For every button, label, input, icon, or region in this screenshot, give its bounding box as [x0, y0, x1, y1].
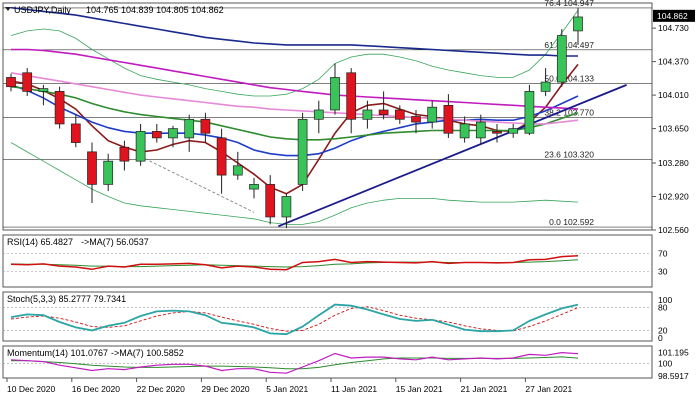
- fib-level-label: 0.0 102.592: [549, 217, 594, 227]
- bullish-candle: [475, 121, 486, 139]
- date-tick-label: 11 Jan 2021: [331, 384, 377, 394]
- momentum-ma-title: ->MA(7) 100.5852: [111, 348, 184, 358]
- date-tick-label: 29 Dec 2020: [201, 384, 249, 394]
- momentum-tick-label: 98.5917: [658, 371, 689, 381]
- bollinger-upper-line: [10, 10, 579, 97]
- ohlc-header: 104.765 104.839 104.805 104.862: [86, 5, 224, 15]
- momentum-tick-label: 101.195: [658, 348, 689, 358]
- price-tick-label: 104.370: [658, 57, 689, 67]
- moving-average-line: [10, 72, 579, 125]
- date-tick-label: 21 Jan 2021: [461, 384, 508, 394]
- bearish-candle: [265, 184, 276, 218]
- price-tick-label: 104.730: [658, 23, 689, 33]
- fib-level-label: 38.2 103.770: [544, 107, 594, 117]
- ascending-trendline: [277, 84, 627, 228]
- bullish-candle: [168, 128, 178, 139]
- bullish-candle: [556, 35, 567, 83]
- moving-average-line: [10, 6, 578, 57]
- moving-average-line: [11, 48, 579, 110]
- main-pane: 76.4 104.947 61.8 104.497 50.0 104.133 38.2…: [3, 0, 652, 229]
- bullish-candle: [313, 109, 324, 120]
- date-tick-label: 27 Jan 2021: [525, 384, 572, 394]
- bearish-candle: [87, 151, 97, 185]
- bullish-candle: [281, 196, 292, 218]
- stoch-pane-frame: [2, 291, 653, 342]
- momentum-line: [10, 351, 579, 374]
- last-price-box: [653, 9, 695, 22]
- stoch-title: Stoch(5,3,3) 85.2777 79.7341: [7, 294, 126, 304]
- date-tick-label: 15 Jan 2021: [396, 384, 443, 394]
- price-tick-label: 102.920: [658, 192, 689, 202]
- bullish-candle: [524, 91, 535, 134]
- stoch-tick-label: 80: [658, 303, 668, 313]
- dashed-trend-line: [140, 156, 255, 213]
- stoch-main-line: [10, 303, 579, 336]
- bearish-candle: [346, 72, 357, 120]
- rsi-ma-title: ->MA(7) 56.0537: [81, 237, 149, 247]
- fib-level-label: 61.8 104.497: [544, 40, 594, 50]
- axes: 104.730 104.370 104.010 103.650 103.280 102.9…: [6, 9, 695, 394]
- bearish-candle: [411, 116, 421, 123]
- bearish-candle: [119, 146, 130, 162]
- date-tick-label: 16 Dec 2020: [72, 384, 120, 394]
- bearish-candle: [394, 109, 405, 120]
- rsi-line: [10, 255, 579, 271]
- date-tick-label: 10 Dec 2020: [7, 384, 55, 394]
- bearish-candle: [54, 91, 65, 125]
- dropdown-triangle-icon[interactable]: [5, 7, 11, 11]
- bearish-candle: [216, 137, 227, 176]
- price-tick-label: 104.010: [658, 90, 689, 100]
- bullish-candle: [508, 128, 519, 134]
- bullish-candle: [297, 118, 308, 185]
- momentum-pane-frame: [2, 345, 653, 379]
- bullish-candle: [362, 109, 373, 120]
- fib-level-label: 23.6 103.320: [544, 149, 594, 159]
- bearish-candle: [22, 72, 33, 92]
- main-pane-frame: [2, 2, 653, 231]
- stoch-tick-label: 0: [658, 333, 663, 343]
- fib-level-label: 76.4 104.947: [544, 0, 594, 8]
- date-tick-label: 5 Jan 2021: [266, 384, 308, 394]
- bullish-candle: [135, 131, 146, 162]
- rsi-tick-label: 30: [658, 267, 668, 277]
- bullish-candle: [184, 118, 195, 139]
- bearish-candle: [6, 77, 16, 88]
- bullish-candle: [540, 81, 551, 92]
- rsi-title: RSI(14) 65.4827: [7, 237, 73, 247]
- bollinger-lower-line: [10, 142, 579, 225]
- bearish-candle: [151, 131, 162, 139]
- last-price-label: 104.862: [657, 11, 688, 21]
- price-tick-label: 102.560: [658, 225, 689, 235]
- rsi-tick-label: 70: [658, 249, 668, 259]
- moving-average-line: [10, 84, 579, 157]
- stoch-tick-label: 20: [658, 325, 668, 335]
- price-tick-label: 103.650: [658, 124, 689, 134]
- bullish-candle: [103, 160, 114, 185]
- bullish-candle: [427, 106, 438, 123]
- bearish-candle: [443, 104, 454, 134]
- bullish-candle: [459, 123, 470, 139]
- bullish-candle: [38, 88, 49, 92]
- bearish-candle: [492, 131, 502, 134]
- bullish-candle: [232, 165, 243, 176]
- bullish-candle: [330, 77, 340, 111]
- price-tick-label: 103.280: [658, 158, 689, 168]
- date-tick-label: 22 Dec 2020: [137, 384, 185, 394]
- bullish-candle: [573, 16, 583, 32]
- rsi-pane-frame: [2, 234, 653, 288]
- bearish-candle: [200, 118, 211, 134]
- symbol-header: USDJPY,Daily: [14, 5, 71, 15]
- rsi-pane: 70 30: [3, 249, 668, 277]
- fib-level-label: 50.0 104.133: [544, 74, 594, 84]
- momentum-tick-label: 100: [658, 358, 672, 368]
- bullish-candle: [249, 184, 259, 190]
- stoch-tick-label: 100: [658, 295, 672, 305]
- momentum-title: Momentum(14) 101.0767: [7, 348, 108, 358]
- bearish-candle: [70, 123, 81, 143]
- bearish-candle: [378, 109, 389, 115]
